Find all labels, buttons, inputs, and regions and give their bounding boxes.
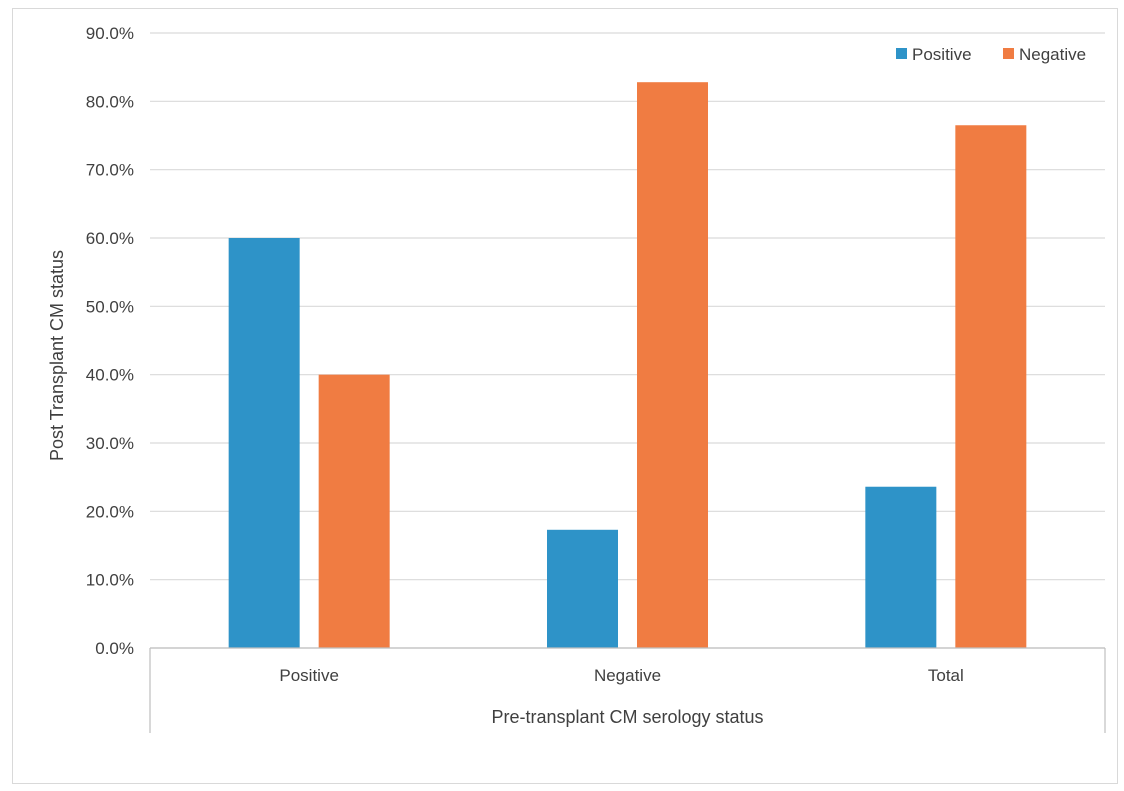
legend: Positive Negative	[896, 45, 1086, 64]
bar-positive-negative	[547, 529, 618, 648]
y-tick-label: 60.0%	[86, 229, 134, 248]
y-tick-label: 40.0%	[86, 366, 134, 385]
y-tick-label: 50.0%	[86, 297, 134, 316]
legend-label-positive: Positive	[912, 45, 972, 64]
y-tick-label: 0.0%	[95, 639, 134, 658]
bar-negative-positive	[318, 374, 390, 648]
y-tick-labels: 0.0% 10.0% 20.0% 30.0% 40.0% 50.0% 60.0% 70.0% 8…	[86, 24, 134, 658]
y-tick-label: 30.0%	[86, 434, 134, 453]
y-tick-label: 90.0%	[86, 24, 134, 43]
bar-negative-total	[955, 125, 1027, 648]
y-tick-label: 20.0%	[86, 502, 134, 521]
legend-swatch-negative	[1003, 48, 1014, 59]
x-tick-label: Total	[928, 666, 964, 685]
y-axis-title: Post Transplant CM status	[47, 250, 67, 461]
bar-negative-negative	[637, 82, 708, 648]
bar-positive-positive	[228, 238, 300, 648]
bars	[228, 82, 1027, 648]
legend-label-negative: Negative	[1019, 45, 1086, 64]
bar-positive-total	[865, 486, 937, 648]
x-axis-title: Pre-transplant CM serology status	[491, 707, 763, 727]
chart-frame	[12, 8, 1118, 784]
y-tick-label: 80.0%	[86, 92, 134, 111]
x-tick-labels: Positive Negative Total	[279, 666, 963, 685]
x-tick-label: Positive	[279, 666, 339, 685]
legend-swatch-positive	[896, 48, 907, 59]
x-axis	[149, 647, 1106, 733]
y-tick-label: 10.0%	[86, 571, 134, 590]
y-tick-label: 70.0%	[86, 161, 134, 180]
x-tick-label: Negative	[594, 666, 661, 685]
